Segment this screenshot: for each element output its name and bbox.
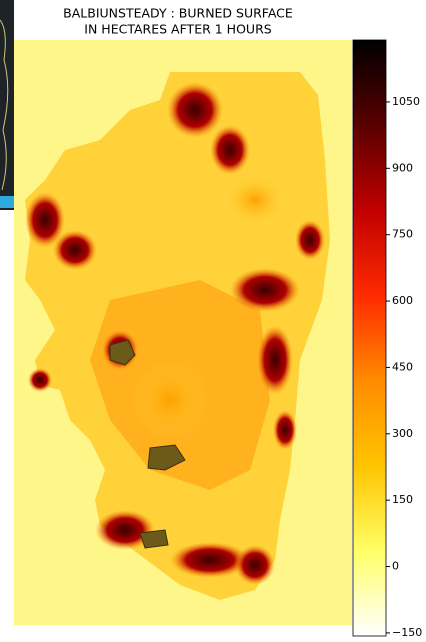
colorbar-tick-label: 900 [392,161,413,174]
colorbar-tick-label: 300 [392,427,413,440]
colorbar-tick-label: 0 [392,560,399,573]
colorbar-tick-label: −150 [392,626,422,638]
title-line: IN HECTARES AFTER 1 HOURS [84,22,271,37]
title-line: BALBIUNSTEADY : BURNED SURFACE [63,6,293,21]
burn-map [25,72,330,600]
side-panel [0,0,14,210]
colorbar [352,39,387,637]
colorbar-tick-label: 150 [392,493,413,506]
colorbar-tick-label: 450 [392,360,413,373]
colorbar-tick-label: 600 [392,294,413,307]
colorbar-tick-label: 750 [392,228,413,241]
colorbar-tick-label: 1050 [392,95,420,108]
